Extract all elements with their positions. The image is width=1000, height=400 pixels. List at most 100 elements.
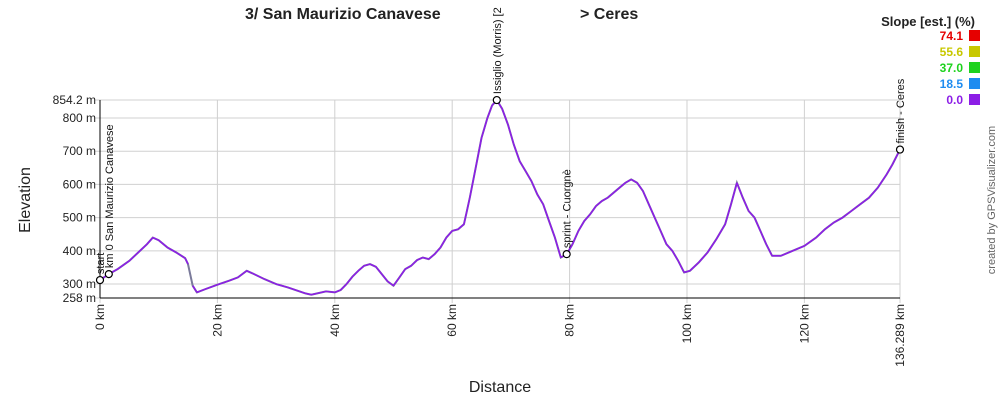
slope-segment bbox=[275, 283, 289, 289]
slope-segment bbox=[351, 270, 359, 278]
slope-segment bbox=[524, 170, 533, 182]
slope-segment bbox=[742, 197, 750, 212]
slope-segment bbox=[387, 280, 394, 287]
x-axis-label: Distance bbox=[469, 379, 531, 396]
slope-segment bbox=[501, 108, 509, 125]
x-tick-label: 20 km bbox=[210, 304, 224, 337]
slope-segment bbox=[698, 251, 709, 263]
slope-segment bbox=[317, 290, 327, 295]
slope-segment bbox=[824, 221, 835, 230]
slope-segment bbox=[357, 265, 365, 272]
slope-segment bbox=[554, 237, 562, 258]
slope-segment bbox=[117, 260, 130, 270]
y-tick-label: 258 m bbox=[63, 291, 96, 305]
slope-segment bbox=[833, 216, 843, 224]
slope-segment bbox=[607, 192, 615, 199]
slope-segment bbox=[152, 236, 160, 241]
slope-segment bbox=[542, 204, 550, 222]
slope-segment bbox=[730, 182, 738, 205]
slope-segment bbox=[217, 279, 230, 286]
slope-segment bbox=[404, 265, 412, 270]
slope-segment bbox=[850, 203, 861, 212]
slope-segment bbox=[519, 160, 527, 172]
slope-segment bbox=[433, 246, 442, 255]
slope-segment bbox=[601, 197, 609, 202]
slope-segment bbox=[466, 197, 471, 212]
x-tick-label: 0 km bbox=[93, 304, 107, 330]
slope-segment bbox=[158, 239, 169, 249]
slope-segment bbox=[706, 238, 718, 253]
legend-value: 55.6 bbox=[940, 45, 964, 59]
slope-segment bbox=[618, 182, 626, 189]
slope-segment bbox=[451, 228, 459, 232]
slope-segment bbox=[815, 228, 826, 239]
slope-segment bbox=[513, 144, 521, 162]
x-tick-label: 100 km bbox=[680, 304, 694, 343]
slope-segment bbox=[653, 217, 662, 232]
waypoint-label: start bbox=[95, 253, 107, 274]
slope-segment bbox=[715, 223, 726, 240]
legend-swatch bbox=[969, 62, 980, 73]
slope-segment bbox=[859, 197, 870, 205]
slope-segment bbox=[636, 182, 644, 192]
slope-segment bbox=[683, 269, 691, 274]
x-tick-label: 60 km bbox=[445, 304, 459, 337]
slope-segment bbox=[137, 243, 148, 254]
legend-swatch bbox=[969, 30, 980, 41]
waypoint-label: sprint - Cuorgnè bbox=[562, 169, 574, 248]
waypoint-label: finish - Ceres bbox=[895, 78, 907, 143]
slope-segment bbox=[410, 259, 418, 267]
slope-segment bbox=[205, 283, 218, 290]
slope-segment bbox=[264, 278, 277, 285]
slope-segment bbox=[398, 268, 406, 278]
slope-segment bbox=[753, 217, 762, 232]
slope-segment bbox=[345, 276, 354, 285]
y-axis-label: Elevation bbox=[17, 167, 34, 233]
slope-segment bbox=[463, 210, 468, 225]
slope-segment bbox=[724, 204, 732, 225]
slope-segment bbox=[877, 174, 888, 189]
slope-segment bbox=[765, 243, 773, 257]
waypoint-marker bbox=[492, 95, 501, 105]
slope-segment bbox=[583, 213, 591, 222]
slope-segment bbox=[192, 285, 198, 293]
slope-segment bbox=[422, 256, 429, 260]
y-tick-label: 700 m bbox=[63, 144, 96, 158]
slope-segment bbox=[439, 237, 448, 248]
slope-segment bbox=[648, 204, 656, 218]
slope-segment bbox=[381, 273, 389, 282]
y-tick-label: 800 m bbox=[63, 111, 96, 125]
x-tick-label: 120 km bbox=[797, 304, 811, 343]
slope-segment bbox=[311, 292, 318, 296]
slope-segment bbox=[445, 230, 453, 239]
y-tick-label: 400 m bbox=[63, 244, 96, 258]
chart-title-right: > Ceres bbox=[580, 6, 638, 23]
waypoint-marker bbox=[104, 269, 113, 279]
slope-segment bbox=[184, 257, 189, 265]
slope-segment bbox=[334, 289, 341, 294]
waypoint-label: km 0 San Maurizio Canavese bbox=[104, 124, 116, 268]
elevation-profile-line bbox=[99, 98, 901, 296]
slope-segment bbox=[595, 200, 603, 207]
slope-segment bbox=[630, 178, 638, 184]
x-tick-label: 80 km bbox=[563, 304, 577, 337]
elevation-line bbox=[99, 98, 901, 296]
slope-segment bbox=[325, 290, 335, 294]
chart-title-left: 3/ San Maurizio Canavese bbox=[245, 6, 441, 23]
slope-segment bbox=[167, 246, 177, 254]
slope-segment bbox=[480, 117, 489, 139]
slope-segment bbox=[246, 270, 253, 275]
slope-segment bbox=[299, 290, 306, 295]
slope-segment bbox=[428, 253, 436, 260]
y-tick-label: 854.2 m bbox=[53, 93, 96, 107]
slope-segment bbox=[416, 256, 424, 261]
legend-title: Slope [est.] (%) bbox=[881, 14, 975, 29]
slope-segment bbox=[613, 187, 621, 194]
slope-segment bbox=[792, 245, 805, 252]
slope-segment bbox=[474, 137, 483, 168]
slope-legend: Slope [est.] (%) 74.1 55.6 37.0 18.5 0.0 bbox=[881, 14, 980, 107]
slope-segment bbox=[536, 193, 544, 205]
slope-segment bbox=[759, 230, 767, 245]
